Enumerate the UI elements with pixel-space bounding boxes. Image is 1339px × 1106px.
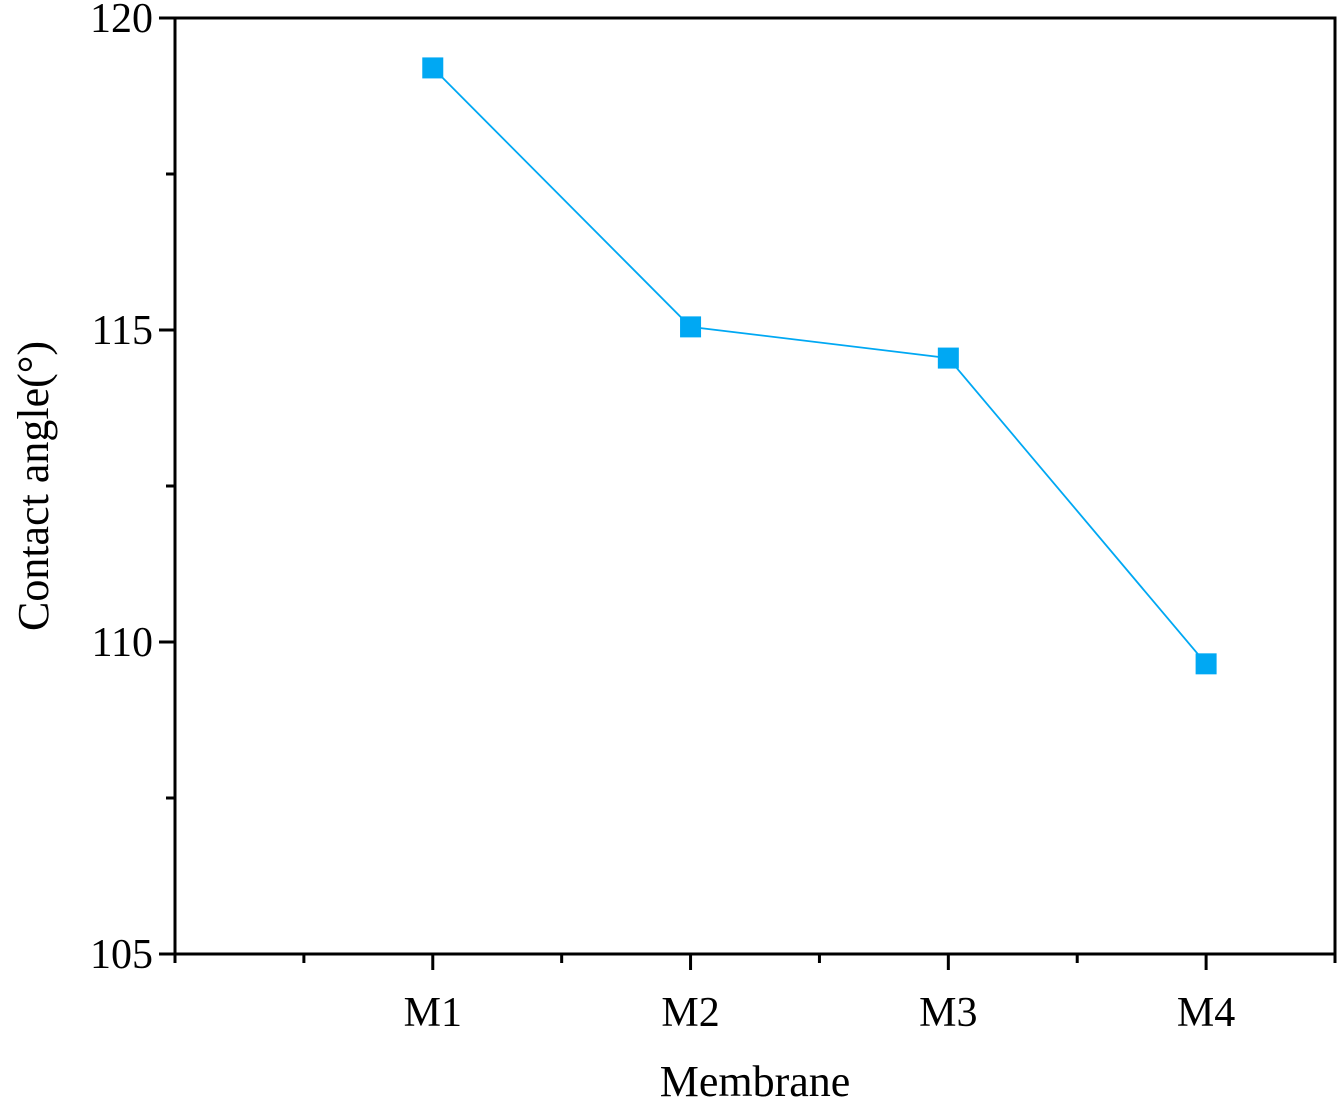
y-tick-label: 115: [92, 308, 153, 354]
x-tick-label: M3: [919, 990, 977, 1036]
plot-layer: 105 110 115 120 M1 M2 M3 M4: [90, 0, 1337, 1036]
data-point: [422, 57, 444, 79]
data-point: [680, 316, 702, 338]
series-line: [432, 67, 1207, 665]
x-tick-label: M4: [1177, 990, 1235, 1036]
y-tick-label: 105: [90, 932, 153, 978]
data-point: [1195, 653, 1217, 675]
x-tick-label: M2: [661, 990, 719, 1036]
y-tick-label: 110: [92, 620, 153, 666]
x-tick-label: M1: [404, 990, 462, 1036]
plot-frame: [173, 16, 1337, 956]
data-point: [937, 347, 959, 369]
y-axis-title: Contact angle(°): [9, 341, 58, 631]
x-axis-title: Membrane: [660, 1057, 851, 1106]
y-tick-label: 120: [90, 0, 153, 42]
